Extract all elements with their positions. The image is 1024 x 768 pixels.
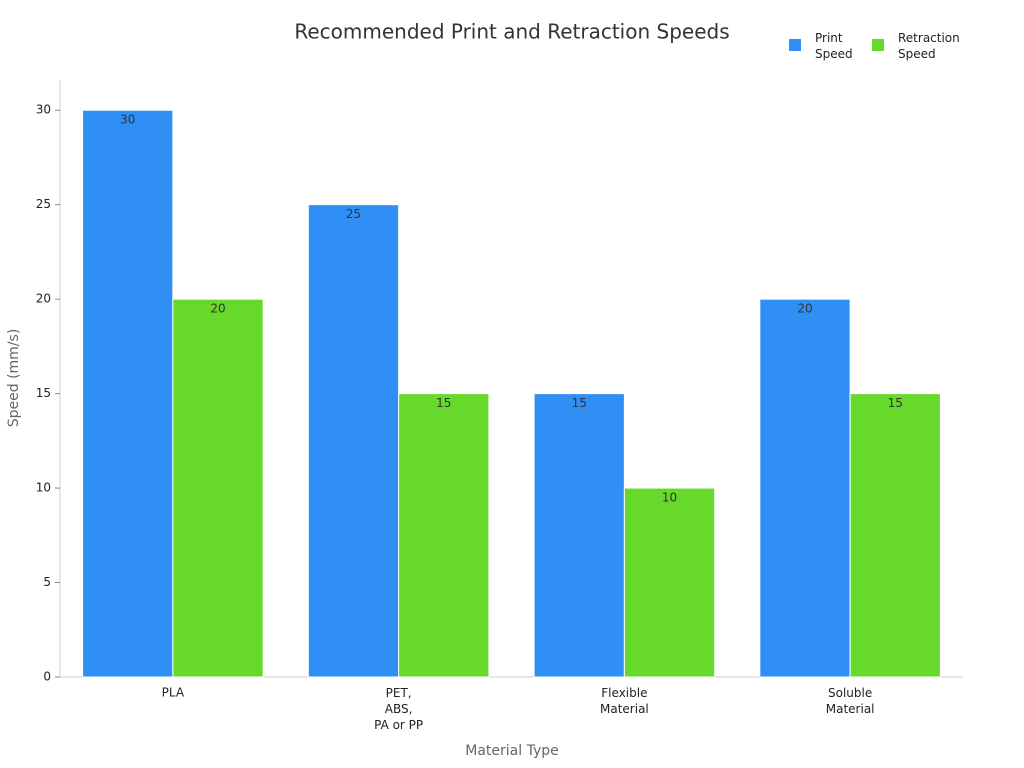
y-tick-label: 20 — [36, 292, 51, 306]
value-label: 20 — [210, 302, 225, 316]
value-label: 15 — [888, 396, 903, 410]
bar — [849, 393, 941, 678]
x-tick-label: PET, ABS, PA or PP — [374, 686, 423, 732]
bar — [172, 298, 264, 678]
bar — [759, 298, 851, 678]
legend-swatch — [872, 39, 884, 51]
value-label: 30 — [120, 113, 135, 127]
legend-swatch — [789, 39, 801, 51]
y-tick-label: 15 — [36, 386, 51, 400]
y-tick-label: 0 — [43, 670, 51, 684]
value-label: 20 — [797, 302, 812, 316]
x-tick-label: PLA — [162, 686, 185, 700]
bar — [533, 393, 625, 678]
value-label: 15 — [436, 396, 451, 410]
bar — [398, 393, 490, 678]
value-label: 25 — [346, 207, 361, 221]
x-tick-label: Soluble Material — [826, 686, 875, 716]
y-axis-title: Speed (mm/s) — [6, 329, 22, 428]
bar — [82, 109, 174, 678]
y-tick-label: 5 — [43, 575, 51, 589]
bar — [307, 204, 400, 678]
chart-title: Recommended Print and Retraction Speeds — [294, 20, 729, 44]
value-label: 15 — [572, 396, 587, 410]
bar — [623, 487, 716, 678]
legend-label: Print Speed — [815, 31, 853, 61]
x-axis-title: Material Type — [465, 743, 558, 759]
y-tick-label: 10 — [36, 481, 51, 495]
y-tick-label: 30 — [36, 103, 51, 117]
legend-label: Retraction Speed — [898, 31, 960, 61]
x-tick-label: Flexible Material — [600, 686, 649, 716]
value-label: 10 — [662, 491, 677, 505]
y-tick-label: 25 — [36, 197, 51, 211]
